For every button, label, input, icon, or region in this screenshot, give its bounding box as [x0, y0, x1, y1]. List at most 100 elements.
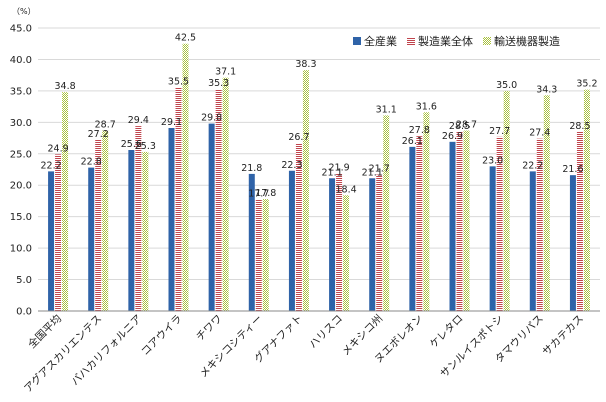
- data-label: 28.7: [95, 120, 116, 131]
- bar: [182, 43, 189, 311]
- bar: [489, 166, 496, 311]
- data-label: 29.8: [201, 113, 222, 124]
- bar: [248, 173, 255, 311]
- x-tick-label: バハカリフォルニア: [69, 313, 144, 388]
- y-tick-label: 30.0: [10, 118, 32, 129]
- data-label: 21.1: [321, 167, 342, 178]
- bar: [569, 175, 576, 311]
- legend-label-transport-equipment: 輸送機器製造: [494, 35, 560, 48]
- data-label: 24.9: [47, 143, 68, 154]
- bar: [329, 178, 336, 311]
- data-label: 28.7: [456, 120, 477, 131]
- y-tick-label: 45.0: [10, 24, 32, 35]
- bar: [576, 131, 583, 311]
- data-label: 27.4: [529, 128, 550, 139]
- legend-item-manufacturing: 製造業全体: [407, 33, 473, 49]
- data-label: 28.5: [449, 121, 470, 132]
- bar: [222, 77, 229, 311]
- data-label: 35.2: [576, 79, 597, 90]
- data-label: 31.6: [416, 101, 437, 112]
- y-tick-label: 10.0: [10, 244, 32, 255]
- bar: [95, 139, 102, 311]
- bar: [376, 174, 383, 311]
- bar: [175, 87, 182, 311]
- y-tick-label: 5.0: [16, 275, 32, 286]
- data-label: 17.7: [248, 189, 269, 200]
- bar: [288, 170, 295, 311]
- data-label: 22.3: [281, 160, 302, 171]
- legend-swatch-all-industries: [353, 37, 361, 45]
- bar: [529, 171, 536, 311]
- data-label: 21.6: [562, 164, 583, 175]
- bar: [135, 126, 142, 312]
- bar: [416, 136, 423, 311]
- bar: [343, 195, 350, 311]
- y-tick-label: 35.0: [10, 86, 32, 97]
- y-tick-label: 25.0: [10, 149, 32, 160]
- data-label: 27.2: [88, 129, 109, 140]
- bar: [536, 138, 543, 311]
- data-label: 42.5: [175, 33, 196, 44]
- x-tick-label: アグアスカリエンテス: [21, 312, 104, 395]
- bar: [496, 136, 503, 311]
- bar: [409, 146, 416, 311]
- bar: [255, 199, 262, 311]
- legend-swatch-manufacturing: [407, 37, 415, 45]
- bar: [463, 130, 470, 311]
- data-label: 22.8: [81, 157, 102, 168]
- data-label: 34.8: [54, 81, 75, 92]
- data-label: 26.9: [442, 131, 463, 142]
- x-tick-label: ハリスコ: [307, 313, 345, 351]
- data-label: 21.8: [241, 163, 262, 174]
- data-label: 29.1: [161, 117, 182, 128]
- bar: [142, 151, 149, 311]
- x-tick-label: ケレタロ: [428, 313, 466, 351]
- bar: [48, 171, 55, 311]
- data-label: 25.6: [121, 139, 142, 150]
- data-label: 21.1: [362, 167, 383, 178]
- x-tick-label: サカテカス: [540, 313, 586, 359]
- bar: [168, 127, 175, 311]
- y-axis-unit-label: （%）: [12, 7, 36, 16]
- data-label: 22.2: [40, 160, 61, 171]
- data-label: 18.4: [335, 184, 356, 195]
- bar: [102, 130, 109, 311]
- bar: [456, 131, 463, 311]
- legend-label-all-industries: 全産業: [364, 35, 397, 48]
- data-label: 35.0: [496, 80, 517, 91]
- bar: [369, 178, 376, 311]
- bar: [62, 92, 69, 311]
- bar: [449, 141, 456, 311]
- data-label: 29.4: [128, 115, 149, 126]
- bar: [336, 173, 343, 311]
- x-tick-label: 全国平均: [25, 312, 64, 351]
- legend-item-transport-equipment: 輸送機器製造: [483, 33, 560, 49]
- data-label: 26.7: [288, 132, 309, 143]
- x-tick-label: コアウイラ: [139, 313, 185, 359]
- y-tick-label: 20.0: [10, 181, 32, 192]
- bar: [215, 89, 222, 311]
- bar: [208, 123, 215, 311]
- data-label: 26.1: [402, 136, 423, 147]
- bar: [543, 95, 550, 312]
- bar: [295, 143, 302, 311]
- data-label: 27.7: [489, 126, 510, 137]
- bar: [262, 199, 269, 311]
- bar: [55, 154, 62, 311]
- legend-label-manufacturing: 製造業全体: [418, 35, 473, 48]
- y-tick-label: 15.0: [10, 212, 32, 223]
- bar: [423, 112, 430, 311]
- bar: [583, 89, 590, 312]
- bar: [128, 150, 135, 311]
- data-label: 34.3: [536, 84, 557, 95]
- legend-swatch-transport-equipment: [483, 37, 491, 45]
- data-label: 22.2: [522, 160, 543, 171]
- bar: [503, 90, 510, 311]
- legend-item-all-industries: 全産業: [353, 33, 397, 49]
- data-label: 17.8: [255, 188, 276, 199]
- data-label: 37.1: [215, 67, 236, 78]
- data-label: 38.3: [295, 59, 316, 70]
- y-tick-label: 0.0: [16, 307, 32, 318]
- data-label: 28.5: [569, 121, 590, 132]
